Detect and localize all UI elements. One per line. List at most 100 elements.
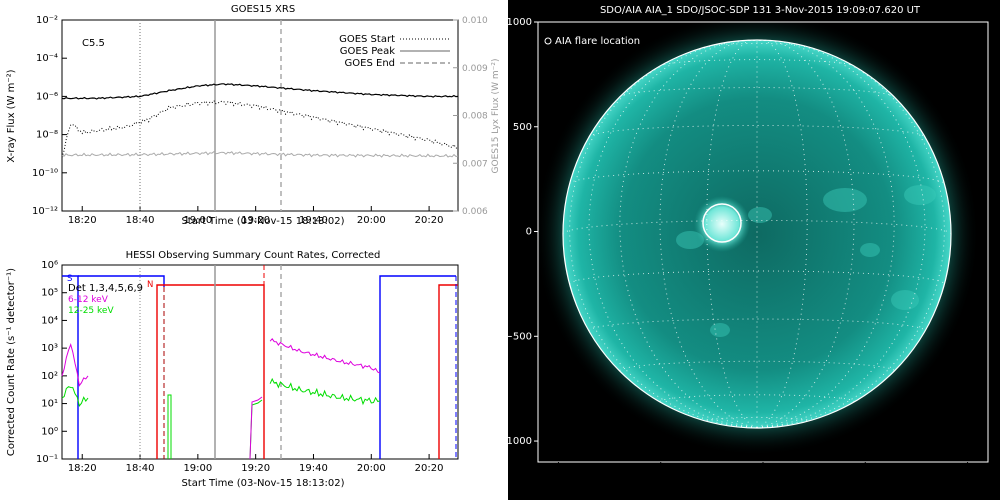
hessi-title: HESSI Observing Summary Count Rates, Cor… <box>126 250 381 261</box>
hessi-y-tick-label: 10⁰ <box>41 426 58 437</box>
solar-disk <box>563 40 951 428</box>
goes-y2-axis: 0.006 0.007 0.008 0.009 0.010 <box>453 16 488 217</box>
goes-short-channel-line <box>61 99 459 158</box>
aia-y-tick-label: 500 <box>513 122 532 133</box>
hessi-x-label: Start Time (03-Nov-15 18:13:02) <box>181 478 344 489</box>
aia-y-tick-label: 0 <box>526 227 532 238</box>
legend-goes-start: GOES Start <box>339 34 395 45</box>
grid-longitude <box>588 39 758 428</box>
active-region <box>710 323 730 337</box>
hessi-y-tick-label: 10⁵ <box>41 288 58 299</box>
hessi-x-tick-label: 18:20 <box>68 463 97 474</box>
hessi-y-tick-label: 10⁻¹ <box>36 454 58 465</box>
aia-y-tick-label: −1000 <box>498 436 532 447</box>
goes-x-label: Start Time (03-Nov-15 18:13:02) <box>181 216 344 227</box>
goes-legend: GOES Start GOES Peak GOES End <box>339 34 450 69</box>
goes-y-axis: 10⁻¹² 10⁻¹⁰ 10⁻⁸ 10⁻⁶ 10⁻⁴ 10⁻² <box>32 15 67 217</box>
aia-title: SDO/AIA AIA_1 SDO/JSOC-SDP 131 3-Nov-201… <box>600 5 921 16</box>
hessi-legend-det: Det 1,3,4,5,6,9 <box>68 283 143 294</box>
goes-lya-line <box>61 151 459 158</box>
grid-longitude <box>619 39 758 428</box>
active-region <box>904 185 936 205</box>
hessi-attenuator-line-3 <box>379 275 456 459</box>
active-regions <box>676 185 936 337</box>
aia-y-tick-label: −500 <box>505 331 532 342</box>
hessi-y-tick-label: 10⁴ <box>41 315 58 326</box>
hessi-x-tick-label: 20:00 <box>357 463 386 474</box>
hessi-y-axis: 10⁻¹ 10⁰ 10¹ 10² 10³ 10⁴ 10⁵ 10⁶ <box>36 260 67 465</box>
aia-x-tick-label: −500 <box>647 467 674 478</box>
goes-y2-tick-label: 0.008 <box>462 112 488 122</box>
goes-y2-tick-label: 0.007 <box>462 159 488 169</box>
grid-latitude <box>588 318 926 331</box>
hessi-y-tick-label: 10¹ <box>41 399 58 410</box>
legend-goes-end: GOES End <box>345 58 395 69</box>
hessi-x-tick-label: 19:00 <box>183 463 212 474</box>
hessi-y-label: Corrected Count Rate (s⁻¹ detector⁻¹) <box>6 268 17 456</box>
hessi-x-tick-label: 19:20 <box>241 463 270 474</box>
hessi-x-tick-label: 20:20 <box>415 463 444 474</box>
legend-goes-peak: GOES Peak <box>340 46 395 57</box>
flare-legend-label: AIA flare location <box>555 36 640 47</box>
goes-x-tick-label: 19:00 <box>183 215 212 226</box>
goes-x-tick-label: 18:40 <box>126 215 155 226</box>
goes-x-axis: 18:20 18:40 19:00 19:20 19:40 20:00 20:20 <box>68 206 444 226</box>
hessi-flag-s: S <box>67 274 72 284</box>
aia-x-tick-label: −1000 <box>542 467 576 478</box>
aia-x-axis: −1000 −500 0 500 1000 <box>542 462 980 478</box>
hessi-x-tick-label: 18:40 <box>126 463 155 474</box>
hessi-attenuator-line-2 <box>78 275 165 287</box>
grid-latitude <box>706 43 808 48</box>
grid-latitude <box>562 219 952 235</box>
hessi-night-line-2 <box>438 284 458 459</box>
goes-y-tick-label: 10⁻² <box>36 15 58 26</box>
hessi-y-tick-label: 10² <box>41 371 58 382</box>
goes-x-tick-label: 19:40 <box>299 215 328 226</box>
hessi-plot-frame <box>61 264 459 460</box>
goes-y2-label: GOES15 Lyx Flux (W m⁻²) <box>491 59 501 174</box>
hessi-y-tick-label: 10³ <box>41 343 58 354</box>
aia-x-tick-label: 500 <box>856 467 875 478</box>
goes-x-tick-label: 18:20 <box>68 215 97 226</box>
flare-location-marker <box>702 203 742 243</box>
flare-legend-symbol <box>544 37 552 45</box>
aia-x-tick-label: 0 <box>760 467 766 478</box>
grid-longitude <box>756 39 926 428</box>
goes-y2-tick-label: 0.006 <box>462 207 488 217</box>
solar-limb <box>562 39 952 429</box>
goes-y-tick-label: 10⁻⁸ <box>36 130 58 141</box>
hessi-legend-12-25: 12-25 keV <box>68 306 114 316</box>
active-region <box>823 188 867 212</box>
hessi-rise-magenta <box>249 396 263 460</box>
goes-x-tick-label: 19:20 <box>241 215 270 226</box>
goes-y-tick-label: 10⁻¹⁰ <box>32 168 58 179</box>
active-region <box>860 243 880 257</box>
hessi-x-tick-label: 19:40 <box>299 463 328 474</box>
goes-y-tick-label: 10⁻¹² <box>32 206 58 217</box>
goes-x-tick-label: 20:00 <box>357 215 386 226</box>
goes-y-tick-label: 10⁻⁴ <box>36 53 58 64</box>
goes-y2-tick-label: 0.010 <box>462 16 488 26</box>
goes-y-tick-label: 10⁻⁶ <box>36 91 58 102</box>
aia-x-tick-label: 1000 <box>955 467 980 478</box>
grid-longitude <box>756 39 855 428</box>
active-region <box>748 207 772 223</box>
goes-flare-class: C5.5 <box>82 38 105 49</box>
grid-longitude <box>659 39 758 428</box>
goes-title: GOES15 XRS <box>231 4 295 15</box>
hessi-flag-n: N <box>147 280 153 290</box>
grid-longitude <box>756 39 895 428</box>
hessi-12-25-kev-line <box>61 377 381 408</box>
goes-long-channel-line <box>61 83 459 100</box>
hessi-x-axis: 18:20 18:40 19:00 19:20 19:40 20:00 20:20 <box>68 454 444 474</box>
aia-y-axis: 1000 500 0 −500 −1000 <box>498 17 538 447</box>
goes-x-tick-label: 20:20 <box>415 215 444 226</box>
grid-latitude <box>588 125 926 138</box>
hessi-6-12-kev-line <box>61 337 381 387</box>
aia-y-tick-label: 1000 <box>507 17 532 28</box>
goes-y-label: X-ray Flux (W m⁻²) <box>6 69 17 162</box>
hessi-spike-green <box>167 394 172 459</box>
hessi-y-tick-label: 10⁶ <box>41 260 58 271</box>
